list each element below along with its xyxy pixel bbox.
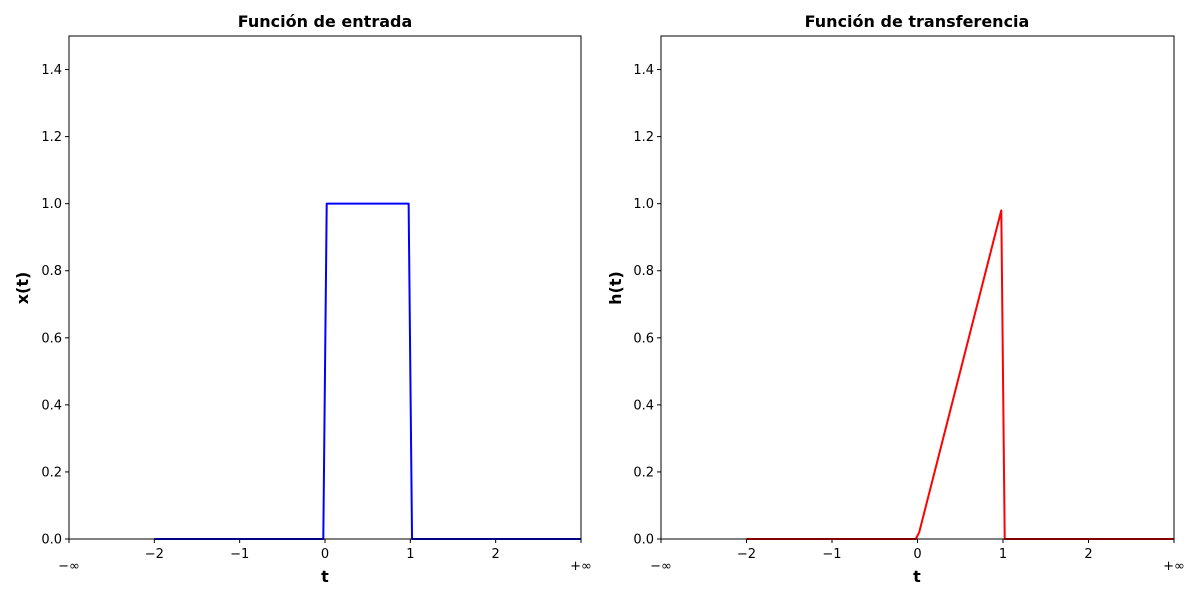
chart-title: Función de entrada (238, 12, 413, 31)
x-tick-label: 1 (406, 547, 414, 562)
x-tick-label: −2 (145, 547, 164, 562)
x-tick-label: −∞ (58, 559, 80, 574)
y-tick-label: 1.4 (41, 63, 62, 78)
x-tick-label: 0 (913, 547, 921, 562)
axis-ticks: −∞ −2 −1 0 1 2 +∞ 0.0 0.2 0.4 0.6 0.8 1.0 1.2 1.4 (41, 63, 592, 574)
x-axis-label: t (321, 567, 329, 586)
subplot-right: Función de transferencia t h(t) −∞ −2 −1 0 1… (606, 12, 1185, 586)
x-tick-label: −∞ (650, 559, 672, 574)
y-tick-label: 0.6 (633, 331, 654, 346)
series-line (746, 209, 1174, 540)
axis-ticks: −∞ −2 −1 0 1 2 +∞ 0.0 0.2 0.4 0.6 0.8 1.0 1.2 1.4 (633, 63, 1185, 574)
y-tick-label: 1.0 (633, 197, 654, 212)
y-tick-label: 0.8 (41, 264, 62, 279)
x-tick-label: −1 (230, 547, 249, 562)
axes-frame (660, 35, 1175, 540)
axes-frame (68, 35, 582, 540)
x-tick-label: −2 (737, 547, 756, 562)
x-tick-label: 2 (492, 547, 500, 562)
series-line (154, 202, 581, 540)
y-tick-label: 1.4 (633, 63, 654, 78)
y-tick-label: 0.2 (41, 465, 62, 480)
x-tick-label: +∞ (1163, 559, 1185, 574)
y-tick-label: 0.4 (41, 398, 62, 413)
y-tick-label: 0.6 (41, 331, 62, 346)
x-tick-label: −1 (822, 547, 841, 562)
chart-title: Función de transferencia (805, 12, 1030, 31)
y-tick-label: 0.2 (633, 465, 654, 480)
x-tick-label: 1 (999, 547, 1007, 562)
x-tick-label: 0 (321, 547, 329, 562)
plot-series (746, 209, 1174, 540)
y-tick-label: 1.2 (633, 130, 654, 145)
y-axis-label: h(t) (606, 271, 625, 305)
y-tick-label: 0.8 (633, 264, 654, 279)
y-tick-label: 0.0 (41, 533, 62, 548)
y-tick-label: 0.0 (633, 533, 654, 548)
y-tick-label: 0.4 (633, 398, 654, 413)
y-tick-label: 1.2 (41, 130, 62, 145)
y-tick-label: 1.0 (41, 197, 62, 212)
x-axis-label: t (913, 567, 921, 586)
subplot-left: Función de entrada t x(t) −∞ −2 −1 0 1 2 +∞ 0.0… (13, 12, 592, 586)
x-tick-label: 2 (1084, 547, 1092, 562)
x-tick-label: +∞ (570, 559, 592, 574)
plot-series (154, 202, 581, 540)
y-axis-label: x(t) (13, 272, 32, 305)
